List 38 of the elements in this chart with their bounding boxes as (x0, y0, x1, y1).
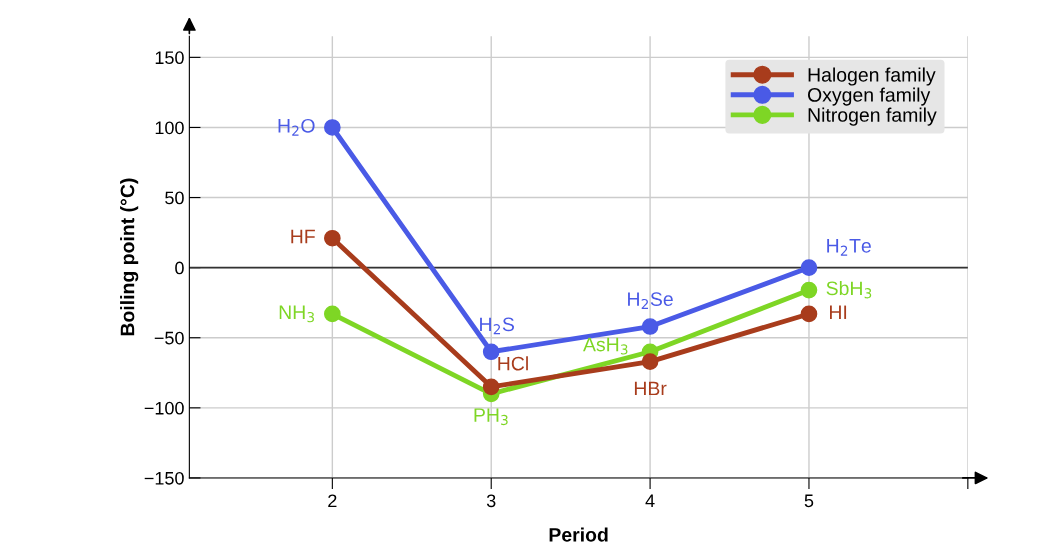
legend-label: Nitrogen family (808, 107, 937, 126)
y-axis-title: Boiling point (°C) (120, 178, 139, 336)
y-tick-label: −100 (144, 401, 184, 415)
annotation: SbH$_{3}$ (826, 280, 872, 299)
x-tick-label: 2 (328, 494, 337, 507)
y-tick-label: −150 (144, 471, 184, 485)
annotation: H$_{2}$Te (827, 239, 871, 256)
point (800, 259, 818, 276)
annotation: H$_{2}$Se (628, 292, 673, 309)
x-tick-label: 3 (486, 494, 496, 508)
annotation: PH$_{3}$ (474, 408, 508, 426)
legend-label: Oxygen family (807, 87, 931, 106)
annotation: HF (291, 229, 315, 244)
annotation: HCl (498, 356, 528, 371)
annotation: HBr (634, 381, 667, 396)
annotation: NH$_{3}$ (279, 305, 314, 323)
point (800, 305, 818, 323)
point (482, 378, 500, 396)
point (324, 305, 341, 323)
point (324, 119, 341, 136)
annotation: AsH$_{3}$ (583, 337, 628, 355)
y-tick-label: 0 (175, 261, 184, 275)
annotation: HI (830, 305, 847, 319)
legend-label: Halogen family (808, 67, 936, 86)
x-axis-title: Period (549, 527, 608, 542)
point (641, 318, 659, 335)
x-tick-label: 4 (645, 494, 655, 507)
point (482, 343, 500, 361)
annotation: H$_{2}$S (480, 317, 514, 335)
point (800, 281, 818, 299)
point (324, 229, 341, 247)
point (641, 353, 659, 370)
x-tick-label: 5 (804, 494, 814, 508)
y-tick-label: −50 (154, 331, 184, 345)
y-tick-label: 50 (165, 191, 184, 205)
y-tick-label: 100 (155, 121, 184, 135)
annotation: H$_{2}$O (278, 118, 315, 136)
y-tick-label: 150 (155, 51, 184, 65)
